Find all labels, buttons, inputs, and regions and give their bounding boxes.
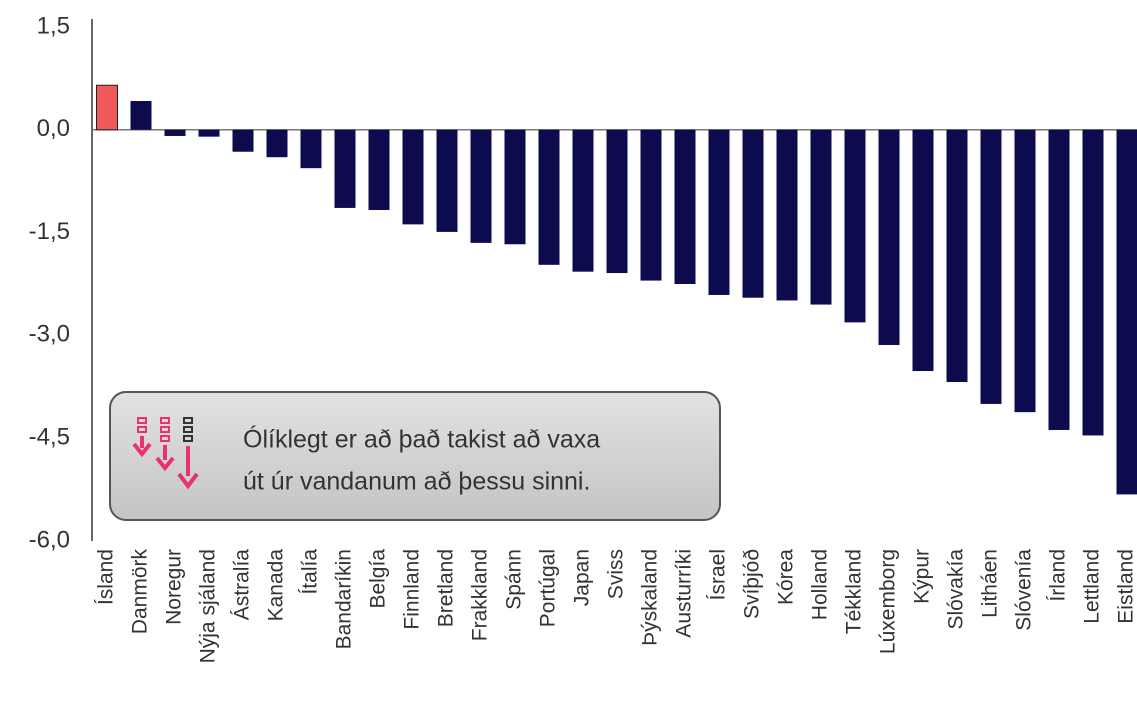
annotation-icon xyxy=(132,417,199,490)
x-tick-label: Kanada xyxy=(265,549,288,622)
annotation-box: Ólíklegt er að það takist að vaxa út úr … xyxy=(109,391,721,521)
bar xyxy=(1048,129,1070,430)
y-tick-label: -3,0 xyxy=(29,321,70,348)
bar xyxy=(674,129,696,284)
x-tick-label: Belgía xyxy=(367,549,390,609)
x-tick-label: Ítalía xyxy=(299,549,322,595)
x-tick-label: Tékkland xyxy=(843,549,866,634)
x-tick-label: Danmörk xyxy=(129,549,152,635)
x-tick-label: Litháen xyxy=(979,549,1002,618)
y-tick-label: -4,5 xyxy=(29,424,70,451)
bar xyxy=(1116,129,1137,495)
annotation-line: Ólíklegt er að það takist að vaxa xyxy=(243,425,600,454)
bar xyxy=(708,129,730,295)
bar xyxy=(470,129,492,243)
x-tick-label: Kýpur xyxy=(911,549,934,604)
bar xyxy=(946,129,968,383)
bar xyxy=(504,129,526,245)
bar xyxy=(96,84,118,131)
x-tick-label: Noregur xyxy=(163,549,186,625)
x-tick-label: Sviss xyxy=(605,549,628,599)
bar xyxy=(402,129,424,225)
bar xyxy=(810,129,832,305)
x-tick-label: Eistland xyxy=(1115,549,1137,624)
bar xyxy=(266,129,288,158)
x-tick-label: Ástralía xyxy=(231,549,254,621)
x-tick-label: Ísrael xyxy=(707,549,730,600)
x-tick-label: Þýskaland xyxy=(639,549,662,646)
x-tick-label: Bretland xyxy=(435,549,458,627)
bar xyxy=(980,129,1002,404)
bar xyxy=(640,129,662,281)
annotation-line: út úr vandanum að þessu sinni. xyxy=(243,468,590,496)
plot-area: 1,5 0,0 -1,5 -3,0 -4,5 -6,0 Ísland Danmörk Noreg… xyxy=(29,12,1137,663)
y-tick-label: 0,0 xyxy=(37,115,70,142)
bar xyxy=(606,129,628,274)
x-tick-label: Portúgal xyxy=(537,549,560,627)
x-tick-label: Kórea xyxy=(775,549,798,605)
x-tick-label: Lúxemborg xyxy=(877,549,900,654)
bar xyxy=(164,129,186,136)
x-tick-label: Nýja sjáland xyxy=(197,549,220,663)
bar xyxy=(776,129,798,301)
bar xyxy=(130,101,152,130)
x-tick-label: Slóvenía xyxy=(1013,549,1036,631)
x-tick-label: Japan xyxy=(571,549,594,606)
bar xyxy=(1014,129,1036,413)
x-tick-label: Írland xyxy=(1047,549,1070,602)
bar xyxy=(334,129,356,208)
y-tick-label: 1,5 xyxy=(37,12,70,39)
annotation-background xyxy=(109,391,721,521)
bar xyxy=(912,129,934,372)
bar xyxy=(572,129,594,272)
x-tick-label: Spánn xyxy=(503,549,526,610)
x-tick-label: Lettland xyxy=(1081,549,1104,624)
y-tick-label: -1,5 xyxy=(29,218,70,245)
bar xyxy=(436,129,458,232)
bar xyxy=(878,129,900,345)
bar xyxy=(232,129,254,152)
bar xyxy=(844,129,866,323)
bar xyxy=(368,129,390,210)
x-tick-label: Frakkland xyxy=(469,549,492,641)
bar xyxy=(1082,129,1104,436)
bar xyxy=(300,129,322,169)
bar xyxy=(742,129,764,298)
x-tick-label: Finnland xyxy=(401,549,424,630)
bar xyxy=(198,129,220,137)
x-tick-label: Holland xyxy=(809,549,832,620)
x-tick-label: Bandaríkin xyxy=(333,549,356,649)
x-tick-label: Ísland xyxy=(95,549,118,605)
x-tick-label: Svíþjóð xyxy=(741,549,764,619)
bar xyxy=(538,129,560,265)
y-tick-label: -6,0 xyxy=(29,526,70,553)
x-tick-label: Austurríki xyxy=(673,549,696,638)
x-tick-label: Slóvakía xyxy=(945,549,968,630)
